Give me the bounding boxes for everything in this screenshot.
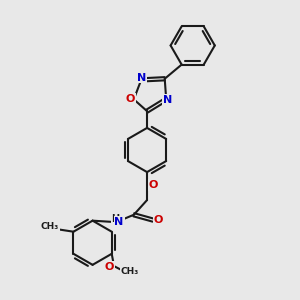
- Text: CH₃: CH₃: [121, 267, 139, 276]
- Text: O: O: [126, 94, 135, 104]
- Text: O: O: [149, 180, 158, 190]
- Text: N: N: [163, 95, 172, 105]
- Text: O: O: [105, 262, 114, 272]
- Text: H: H: [112, 214, 120, 224]
- Text: N: N: [136, 73, 146, 82]
- Text: N: N: [115, 217, 124, 226]
- Text: O: O: [154, 215, 163, 225]
- Text: CH₃: CH₃: [41, 223, 59, 232]
